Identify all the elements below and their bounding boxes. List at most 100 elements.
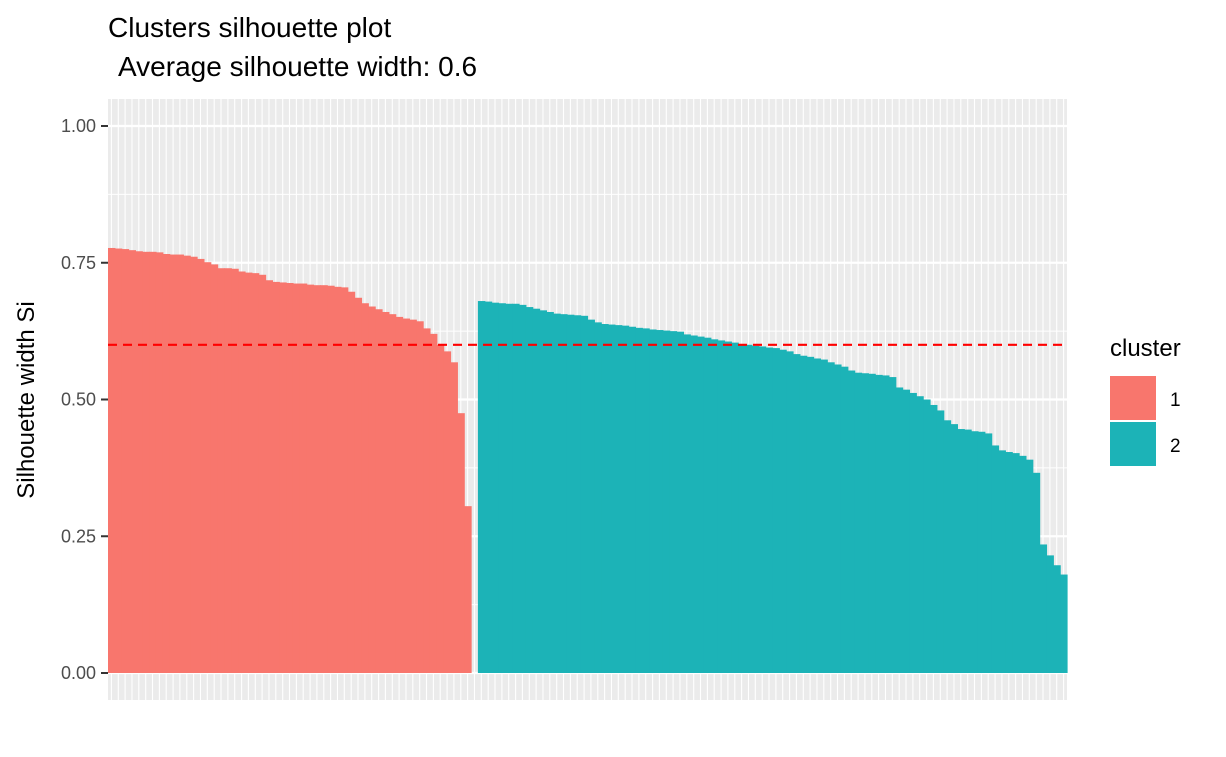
silhouette-bar-cluster-2 — [546, 311, 554, 673]
silhouette-bar-cluster-1 — [142, 251, 150, 673]
silhouette-bar-cluster-1 — [334, 286, 342, 673]
silhouette-bar-cluster-1 — [306, 284, 315, 673]
silhouette-bar-cluster-2 — [895, 387, 904, 673]
silhouette-bar-cluster-2 — [1025, 459, 1034, 673]
silhouette-bar-cluster-1 — [108, 247, 116, 674]
silhouette-bar-cluster-2 — [964, 429, 972, 673]
silhouette-bar-cluster-1 — [395, 316, 404, 673]
y-tick-label: 0.00 — [61, 663, 96, 683]
silhouette-bar-cluster-1 — [217, 268, 226, 673]
silhouette-bar-cluster-1 — [423, 328, 431, 673]
silhouette-bar-cluster-2 — [676, 331, 684, 673]
silhouette-bar-cluster-2 — [758, 346, 767, 673]
silhouette-bar-cluster-1 — [203, 262, 212, 673]
silhouette-bar-cluster-2 — [916, 396, 924, 673]
silhouette-bar-cluster-2 — [635, 327, 643, 673]
silhouette-bar-cluster-2 — [840, 366, 849, 673]
silhouette-bar-cluster-1 — [361, 303, 369, 673]
silhouette-bar-cluster-2 — [669, 331, 678, 674]
silhouette-bar-cluster-1 — [149, 251, 157, 673]
silhouette-bar-cluster-2 — [799, 355, 808, 673]
silhouette-bar-cluster-2 — [580, 315, 589, 673]
legend-swatch-1 — [1110, 376, 1156, 420]
silhouette-bar-cluster-2 — [710, 339, 719, 673]
silhouette-bar-cluster-1 — [464, 506, 472, 673]
silhouette-bar-cluster-1 — [210, 264, 219, 673]
silhouette-bar-cluster-2 — [930, 404, 938, 673]
silhouette-bar-cluster-2 — [594, 322, 602, 673]
silhouette-bar-cluster-2 — [957, 429, 965, 673]
y-tick-label: 0.25 — [61, 526, 96, 546]
silhouette-bar-cluster-2 — [745, 344, 753, 673]
silhouette-bar-cluster-2 — [642, 328, 650, 673]
silhouette-bar-cluster-2 — [621, 325, 630, 673]
silhouette-bar-cluster-2 — [519, 304, 527, 673]
silhouette-bar-cluster-2 — [820, 359, 828, 673]
legend-label-2: 2 — [1170, 436, 1181, 457]
silhouette-bar-cluster-2 — [998, 450, 1006, 673]
silhouette-bar-cluster-2 — [724, 341, 732, 673]
silhouette-bar-cluster-2 — [1019, 455, 1027, 673]
silhouette-bar-cluster-2 — [505, 303, 513, 673]
chart-title: Clusters silhouette plot — [108, 12, 391, 43]
silhouette-bar-cluster-2 — [971, 431, 979, 673]
silhouette-bar-cluster-2 — [765, 347, 774, 673]
silhouette-bar-cluster-2 — [477, 301, 486, 673]
silhouette-bar-cluster-1 — [176, 254, 184, 674]
legend-title: cluster — [1110, 335, 1181, 362]
silhouette-bar-cluster-2 — [875, 374, 883, 673]
legend: cluster 1 2 — [1110, 335, 1181, 466]
silhouette-bar-cluster-1 — [251, 273, 260, 673]
silhouette-bar-cluster-2 — [498, 303, 506, 673]
silhouette-bar-cluster-1 — [436, 344, 445, 673]
silhouette-bar-cluster-1 — [245, 272, 253, 673]
silhouette-bar-cluster-2 — [560, 314, 568, 673]
silhouette-bar-cluster-2 — [909, 392, 917, 673]
silhouette-bar-cluster-1 — [443, 351, 452, 673]
y-axis-ticks: 0.00 0.25 0.50 0.75 1.00 — [61, 116, 108, 683]
silhouette-bar-cluster-2 — [772, 348, 780, 673]
silhouette-bar-cluster-2 — [1039, 544, 1048, 673]
silhouette-bar-cluster-1 — [320, 285, 328, 673]
silhouette-bar-cluster-1 — [457, 413, 465, 673]
silhouette-bar-cluster-2 — [525, 307, 534, 673]
silhouette-bar-cluster-1 — [279, 282, 287, 673]
silhouette-bar-cluster-1 — [388, 314, 397, 673]
silhouette-bar-cluster-2 — [566, 314, 575, 673]
silhouette-bar-cluster-2 — [697, 336, 705, 673]
silhouette-bar-cluster-2 — [656, 330, 664, 673]
silhouette-bar-cluster-2 — [854, 372, 863, 673]
silhouette-bar-cluster-2 — [614, 325, 623, 673]
silhouette-bar-cluster-2 — [902, 389, 911, 673]
legend-label-1: 1 — [1170, 390, 1181, 411]
silhouette-bar-cluster-2 — [943, 420, 952, 673]
silhouette-bar-cluster-2 — [532, 308, 541, 673]
silhouette-bar-cluster-2 — [628, 326, 637, 673]
silhouette-bar-cluster-2 — [738, 344, 746, 673]
silhouette-bar-cluster-2 — [977, 431, 986, 673]
y-axis-title: Silhouette width Si — [13, 301, 40, 498]
silhouette-bar-cluster-2 — [512, 303, 520, 673]
silhouette-bar-cluster-2 — [888, 377, 897, 673]
silhouette-bar-cluster-2 — [847, 370, 856, 673]
silhouette-bar-cluster-1 — [429, 333, 438, 673]
silhouette-bars — [108, 247, 1068, 674]
silhouette-bar-cluster-2 — [587, 319, 595, 673]
silhouette-bar-cluster-2 — [827, 362, 835, 673]
silhouette-bar-cluster-2 — [834, 364, 842, 673]
silhouette-bar-cluster-2 — [662, 330, 671, 673]
silhouette-bar-cluster-1 — [231, 268, 239, 673]
silhouette-bar-cluster-1 — [114, 248, 123, 673]
silhouette-bar-cluster-2 — [608, 324, 616, 673]
silhouette-bar-cluster-1 — [286, 282, 294, 673]
silhouette-bar-cluster-2 — [1032, 472, 1041, 673]
silhouette-bar-cluster-1 — [450, 362, 458, 673]
silhouette-bar-cluster-2 — [991, 445, 1000, 673]
silhouette-bar-cluster-2 — [1005, 452, 1013, 673]
silhouette-bar-cluster-1 — [121, 249, 130, 673]
silhouette-bar-cluster-2 — [690, 335, 698, 673]
silhouette-bar-cluster-1 — [272, 281, 280, 673]
silhouette-bar-cluster-1 — [265, 280, 273, 673]
silhouette-bar-cluster-2 — [936, 410, 945, 673]
silhouette-bar-cluster-1 — [258, 274, 267, 673]
